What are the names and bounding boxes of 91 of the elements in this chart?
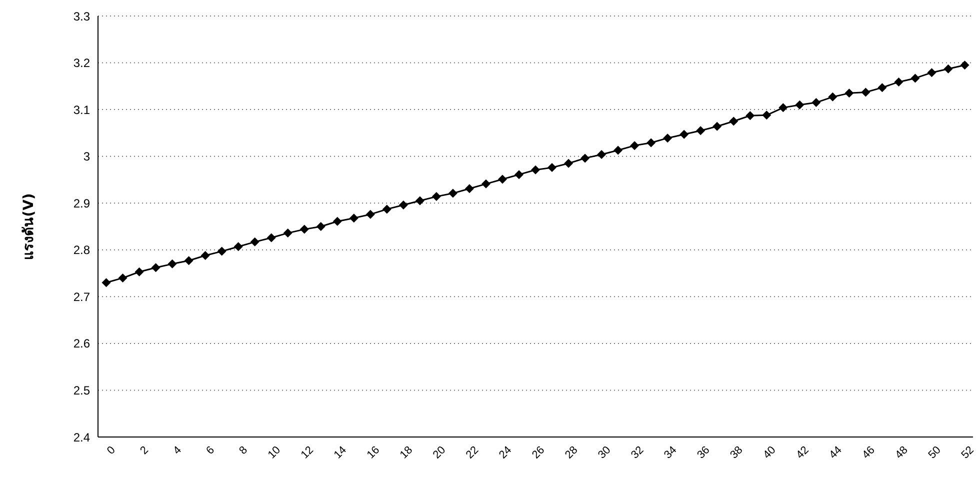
x-tick-label: 2 xyxy=(138,444,151,457)
y-tick-label: 3.3 xyxy=(73,9,90,24)
point xyxy=(234,242,243,252)
point xyxy=(762,110,772,120)
point xyxy=(927,68,936,78)
point xyxy=(910,74,920,83)
x-tick-label: 10 xyxy=(266,444,283,462)
x-tick-label: 20 xyxy=(430,444,448,462)
point xyxy=(102,278,111,288)
point xyxy=(878,83,887,92)
point xyxy=(217,246,226,256)
x-tick-label: 24 xyxy=(496,444,514,462)
y-tick-label: 2.8 xyxy=(73,243,90,258)
x-tick-label: 18 xyxy=(398,444,416,462)
x-tick-label: 40 xyxy=(761,444,778,462)
point xyxy=(548,163,557,172)
point xyxy=(729,116,738,126)
point xyxy=(812,98,821,108)
point xyxy=(564,158,574,168)
point xyxy=(168,259,177,268)
y-tick-label: 2.7 xyxy=(73,290,90,304)
point xyxy=(300,224,309,234)
y-tick-label: 2.9 xyxy=(73,196,90,210)
x-tick-label: 44 xyxy=(827,444,844,462)
point xyxy=(151,263,160,272)
point xyxy=(680,130,689,139)
point xyxy=(498,174,507,184)
point xyxy=(580,154,590,163)
point xyxy=(614,146,623,155)
x-tick-label: 38 xyxy=(728,444,746,462)
point xyxy=(514,170,524,180)
point xyxy=(828,92,838,102)
point xyxy=(382,204,392,214)
point xyxy=(481,179,490,188)
y-tick-label: 3.2 xyxy=(73,56,90,70)
x-tick-label: 34 xyxy=(662,444,680,462)
point xyxy=(415,196,424,206)
y-tick-label: 2.5 xyxy=(73,383,90,398)
x-tick-label: 14 xyxy=(332,444,350,462)
x-tick-label: 22 xyxy=(464,444,482,462)
y-tick-label: 2.6 xyxy=(73,336,90,351)
point xyxy=(894,77,904,86)
point xyxy=(283,228,292,238)
y-tick-label: 3.1 xyxy=(73,102,90,117)
x-tick-label: 4 xyxy=(171,444,184,457)
point xyxy=(134,267,144,276)
point xyxy=(349,214,358,223)
point xyxy=(118,273,128,282)
x-tick-label: 0 xyxy=(105,444,118,457)
point xyxy=(646,138,656,148)
point xyxy=(266,233,276,242)
point xyxy=(597,150,606,159)
point xyxy=(696,126,706,136)
x-tick-label: 36 xyxy=(695,444,712,462)
point xyxy=(184,256,194,266)
point xyxy=(464,184,474,194)
point xyxy=(332,216,342,226)
point xyxy=(663,134,672,143)
x-tick-label: 50 xyxy=(926,444,944,462)
point xyxy=(531,165,540,174)
x-tick-label: 28 xyxy=(563,444,580,462)
point xyxy=(200,251,210,260)
point xyxy=(861,88,870,97)
x-tick-label: 52 xyxy=(959,444,976,462)
x-tick-label: 16 xyxy=(364,444,382,462)
x-tick-label: 42 xyxy=(794,444,812,462)
y-axis-title: แรงดัน(V) xyxy=(20,193,37,260)
point xyxy=(944,64,953,74)
point xyxy=(795,100,804,110)
point xyxy=(366,210,375,219)
point xyxy=(844,88,854,98)
point xyxy=(448,188,458,198)
point xyxy=(960,60,970,70)
x-tick-label: 46 xyxy=(860,444,878,462)
point xyxy=(630,141,640,150)
point xyxy=(316,222,326,231)
point xyxy=(712,122,722,131)
point xyxy=(778,103,788,112)
x-tick-label: 48 xyxy=(893,444,910,462)
x-tick-label: 12 xyxy=(298,444,316,462)
y-tick-label: 3 xyxy=(83,150,90,164)
x-tick-label: 26 xyxy=(530,444,548,462)
y-tick-label: 2.4 xyxy=(73,430,90,444)
point xyxy=(398,200,408,210)
point xyxy=(746,111,755,120)
x-tick-label: 8 xyxy=(237,444,250,457)
x-tick-label: 30 xyxy=(596,444,614,462)
point xyxy=(250,237,260,246)
point xyxy=(432,192,441,202)
x-tick-label: 32 xyxy=(629,444,646,462)
x-tick-label: 6 xyxy=(204,444,217,457)
